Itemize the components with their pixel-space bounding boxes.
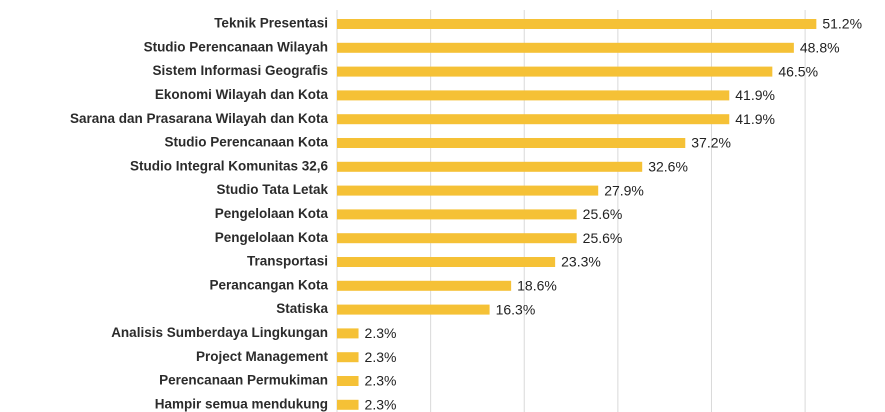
bar (337, 161, 643, 172)
value-label: 41.9% (735, 87, 775, 103)
bar (337, 257, 556, 267)
category-label: Sarana dan Prasarana Wilayah dan Kota (70, 111, 328, 126)
category-label: Teknik Presentasi (214, 16, 328, 31)
value-label: 25.6% (583, 206, 623, 222)
value-label: 48.8% (800, 40, 840, 56)
value-label: 46.5% (778, 63, 818, 79)
bar (337, 185, 599, 196)
value-label: 51.2% (822, 16, 862, 32)
value-label: 32.6% (648, 159, 688, 175)
value-label: 23.3% (561, 254, 601, 270)
bar (337, 138, 686, 148)
category-label: Project Management (196, 349, 329, 364)
bar (337, 280, 512, 291)
value-label: 16.3% (496, 301, 536, 317)
bar (337, 304, 490, 315)
value-label: 18.6% (517, 278, 557, 294)
category-label: Pengelolaan Kota (215, 206, 329, 221)
category-label: Statiska (276, 301, 328, 316)
category-label: Ekonomi Wilayah dan Kota (155, 87, 329, 102)
value-label: 41.9% (735, 111, 775, 127)
bar (337, 114, 730, 125)
bar (337, 399, 359, 410)
bar (337, 233, 577, 244)
category-label: Transportasi (247, 254, 328, 269)
category-label: Analisis Sumberdaya Lingkungan (111, 325, 328, 340)
value-label: 37.2% (691, 135, 731, 151)
bar (337, 376, 359, 386)
category-label: Pengelolaan Kota (215, 230, 329, 245)
category-label: Hampir semua mendukung (155, 396, 328, 411)
bar (337, 42, 794, 53)
category-label: Perencanaan Permukiman (159, 373, 328, 388)
category-label: Studio Tata Letak (216, 182, 328, 197)
category-label: Sistem Informasi Geografis (152, 63, 328, 78)
value-label: 2.3% (365, 325, 397, 341)
value-label: 2.3% (365, 373, 397, 389)
value-label: 2.3% (365, 349, 397, 365)
bar (337, 328, 359, 339)
bar (337, 90, 730, 101)
bar (337, 352, 359, 363)
bar (337, 209, 577, 220)
category-label: Studio Perencanaan Wilayah (144, 39, 328, 54)
bar (337, 66, 773, 77)
value-label: 2.3% (365, 397, 397, 412)
value-label: 27.9% (604, 182, 644, 198)
category-label: Studio Perencanaan Kota (164, 135, 328, 150)
bar (337, 19, 817, 29)
category-label: Perancangan Kota (209, 277, 328, 292)
category-label: Studio Integral Komunitas 32,6 (130, 158, 329, 173)
value-label: 25.6% (583, 230, 623, 246)
